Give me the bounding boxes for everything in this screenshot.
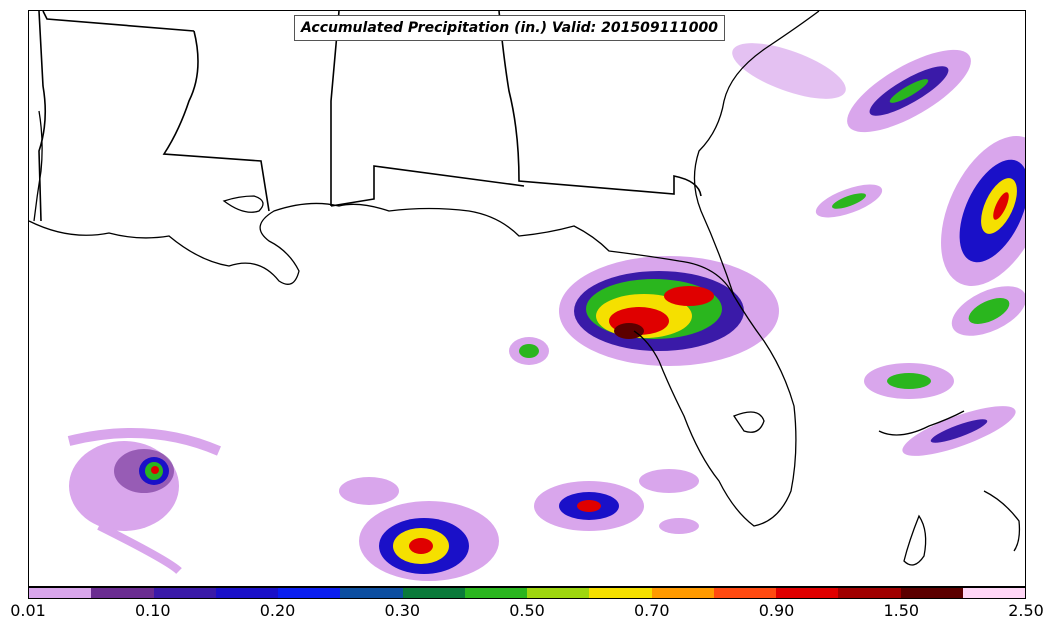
map-canvas [29, 11, 1025, 581]
precip-south-gulf [339, 469, 699, 581]
map-title: Accumulated Precipitation (in.) Valid: 2… [294, 15, 726, 41]
colorbar-segment [962, 588, 1025, 598]
colorbar-segment [589, 588, 652, 598]
precip-central-florida [509, 256, 779, 366]
colorbar-tick-label: 0.90 [758, 601, 795, 620]
colorbar-segment [29, 588, 92, 598]
colorbar-segment [651, 588, 714, 598]
colorbar-segment [91, 588, 154, 598]
colorbar-tick-label: 0.01 [10, 601, 46, 620]
colorbar-segment [153, 588, 216, 598]
colorbar-tick-label: 2.50 [1008, 601, 1044, 620]
colorbar-segment [838, 588, 901, 598]
colorbar-segment [215, 588, 278, 598]
colorbar-tick-label: 1.50 [883, 601, 920, 620]
colorbar-segment [713, 588, 776, 598]
state-borders [38, 11, 702, 222]
colorbar [28, 587, 1026, 599]
colorbar-segment [402, 588, 465, 598]
colorbar-tick-label: 0.70 [633, 601, 670, 620]
coastlines [29, 11, 1021, 566]
colorbar-segment [527, 588, 590, 598]
colorbar-segment [340, 588, 403, 598]
colorbar-labels: 0.01 0.10 0.20 0.30 0.50 0.70 0.90 1.50 2.50 [0, 601, 1054, 625]
colorbar-segment [776, 588, 839, 598]
colorbar-segment [464, 588, 527, 598]
precipitation-map [28, 10, 1026, 587]
colorbar-segment [278, 588, 341, 598]
colorbar-tick-label: 0.50 [509, 601, 545, 620]
colorbar-tick-label: 0.10 [134, 601, 171, 620]
colorbar-tick-label: 0.30 [384, 601, 421, 620]
precip-atlantic [732, 43, 1025, 456]
colorbar-tick-label: 0.20 [259, 601, 296, 620]
colorbar-segment [900, 588, 963, 598]
precip-hurricane [67, 428, 221, 575]
